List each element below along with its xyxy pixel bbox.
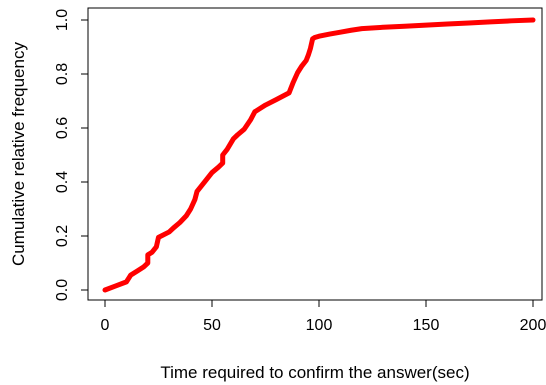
x-tick-label: 150 [413,317,440,334]
x-tick-label: 200 [520,317,546,334]
y-tick-label: 0.6 [54,117,71,139]
y-tick-label: 0.4 [54,171,71,193]
y-axis: 0.0 0.2 0.4 0.6 0.8 1.0 [54,9,88,301]
x-axis-label: Time required to confirm the answer(sec) [160,363,469,382]
x-tick-label: 100 [306,317,333,334]
y-tick-label: 1.0 [54,9,71,31]
y-tick-label: 0.8 [54,63,71,85]
x-tick-label: 50 [203,317,221,334]
y-tick-label: 0.2 [54,225,71,247]
y-axis-label: Cumulative relative frequency [9,42,28,266]
x-tick-label: 0 [101,317,110,334]
plot-area [87,7,543,301]
series-layer [102,17,536,293]
series-line-0 [102,17,536,293]
y-tick-label: 0.0 [54,279,71,301]
plot-frame [87,7,543,301]
x-axis: 0 50 100 150 200 [101,300,546,334]
